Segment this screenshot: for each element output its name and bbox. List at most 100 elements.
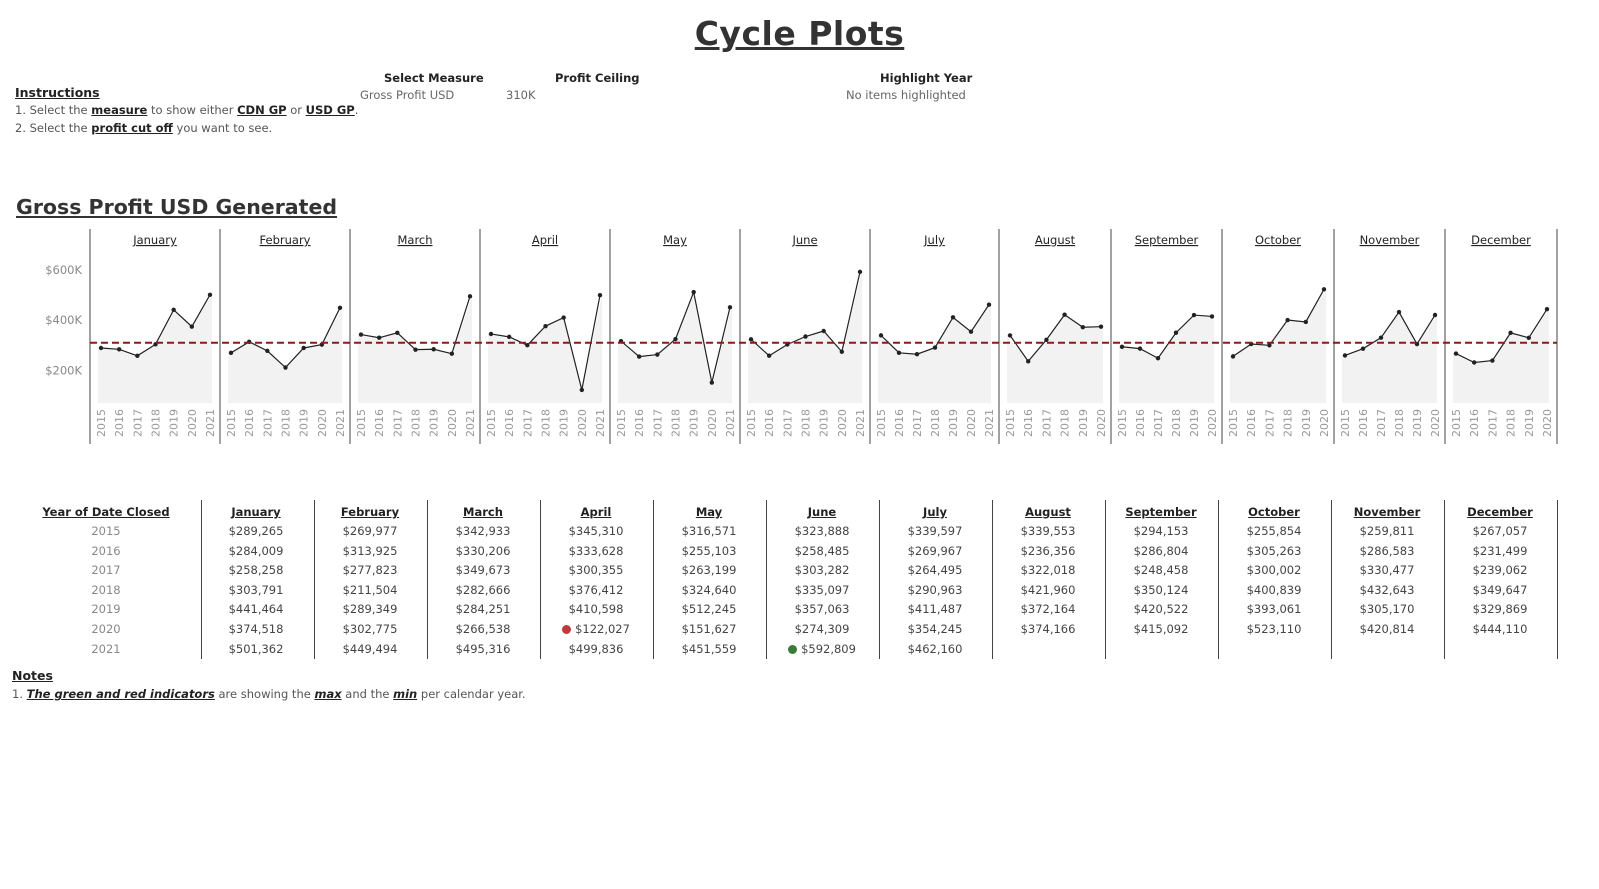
year-tick-label: 2021 (204, 409, 217, 437)
series-line (1009, 313, 1102, 363)
table-cell: $335,097 (767, 583, 877, 597)
year-tick-label: 2017 (911, 409, 924, 437)
cell-value: $420,522 (1133, 602, 1189, 617)
select-measure-dropdown[interactable]: Gross Profit USD (360, 88, 455, 102)
year-tick-label: 2016 (1134, 409, 1147, 437)
table-cell: $329,869 (1445, 602, 1555, 616)
instruction-text: . (354, 103, 359, 117)
column-header-june: June (807, 505, 837, 519)
notes-text: 1. (12, 687, 27, 701)
data-point (337, 305, 343, 311)
month-panel-title: February (260, 233, 311, 247)
year-tick-label: 2020 (316, 409, 329, 437)
table-cell: $372,164 (993, 602, 1103, 616)
table-cell: $269,967 (880, 544, 990, 558)
cell-value: $393,061 (1246, 602, 1302, 617)
data-point (932, 345, 938, 350)
data-point (1321, 287, 1327, 292)
data-point (968, 329, 974, 334)
column-header-october: October (1248, 505, 1300, 519)
cell-value: $345,310 (568, 524, 624, 538)
year-tick-label: 2015 (225, 409, 238, 437)
data-point (709, 380, 715, 385)
instruction-text: or (286, 103, 306, 117)
column-separator (427, 500, 428, 659)
row-year-label: 2018 (91, 582, 121, 597)
cell-value: $410,598 (568, 602, 624, 617)
table-cell: $289,265 (201, 524, 311, 538)
cell-value: $239,062 (1472, 563, 1528, 578)
profit-table: Year of Date Closed January February March A… (0, 500, 1599, 675)
column-separator (766, 500, 767, 659)
data-point (1230, 354, 1236, 359)
data-point (1472, 360, 1477, 365)
month-panel-title: January (132, 233, 177, 247)
data-point (655, 352, 660, 357)
data-point (1119, 344, 1125, 349)
min-indicator-dot (562, 625, 572, 634)
cell-value: $592,809 (801, 641, 856, 656)
cell-value: $284,009 (228, 543, 284, 558)
series-line (1232, 289, 1325, 357)
table-cell: $462,160 (880, 642, 990, 656)
table-cell: $411,487 (880, 602, 990, 616)
table-cell: $420,814 (1332, 622, 1442, 636)
cell-value: $259,811 (1359, 524, 1415, 538)
year-tick-label: 2017 (391, 409, 404, 437)
cell-value: $333,628 (568, 543, 624, 558)
cell-value: $499,836 (568, 641, 624, 656)
table-cell: $420,522 (1106, 602, 1216, 616)
table-cell: $289,349 (315, 602, 425, 616)
data-point (1062, 312, 1067, 317)
year-tick-label: 2019 (1523, 409, 1536, 437)
year-tick-label: 2021 (334, 409, 347, 437)
year-tick-label: 2020 (1206, 409, 1219, 437)
table-cell: $333,628 (541, 544, 651, 558)
table-cell: $248,458 (1106, 563, 1216, 577)
data-point (265, 348, 270, 354)
series-area (228, 307, 342, 403)
cell-value: $339,553 (1020, 524, 1076, 538)
highlight-year-selector[interactable]: No items highlighted (846, 88, 966, 102)
profit-ceiling-input[interactable]: 310K (506, 88, 536, 102)
data-point (597, 292, 603, 298)
year-tick-label: 2018 (1393, 409, 1406, 437)
data-point (1432, 312, 1438, 318)
table-cell: $441,464 (201, 602, 311, 616)
data-point (673, 336, 678, 342)
year-tick-label: 2018 (150, 409, 163, 437)
series-area (98, 294, 212, 403)
year-tick-label: 2015 (1450, 409, 1463, 437)
notes-text: per calendar year. (417, 687, 526, 701)
cell-value: $236,356 (1020, 543, 1076, 558)
table-cell: $264,495 (880, 563, 990, 577)
year-tick-label: 2020 (1541, 409, 1554, 437)
cell-value: $316,571 (681, 524, 737, 538)
cell-value: $151,627 (681, 622, 737, 636)
month-panel-title: March (397, 233, 432, 247)
data-point (636, 354, 642, 359)
data-point (1209, 314, 1215, 319)
table-cell: $286,804 (1106, 544, 1216, 558)
notes-text: are showing the (214, 687, 315, 701)
year-tick-label: 2020 (186, 409, 199, 437)
year-tick-label: 2016 (633, 409, 646, 437)
data-point (748, 337, 754, 342)
year-tick-label: 2016 (503, 409, 516, 437)
cell-value: $269,967 (907, 543, 963, 558)
data-point (228, 350, 234, 356)
year-tick-label: 2021 (854, 409, 867, 437)
cell-value: $374,166 (1020, 622, 1076, 636)
series-area (1453, 309, 1549, 403)
cell-value: $374,518 (228, 622, 284, 636)
cell-value: $512,245 (681, 602, 737, 617)
cell-value: $122,027 (575, 622, 630, 636)
table-cell: $495,316 (428, 642, 538, 656)
notes-keyword-min: min (393, 687, 418, 701)
cell-value: $289,349 (342, 602, 398, 617)
table-cell: $410,598 (541, 602, 651, 616)
cell-value: $462,160 (907, 641, 963, 656)
year-tick-label: 2015 (1004, 409, 1017, 437)
year-tick-label: 2020 (1429, 409, 1442, 437)
instruction-text: 1. Select the (15, 103, 92, 117)
